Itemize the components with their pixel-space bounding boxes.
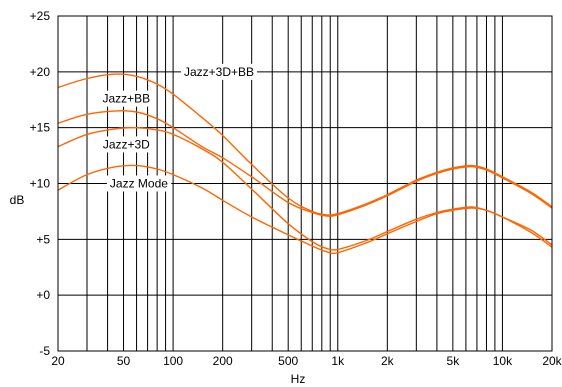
- series-line: [57, 73, 553, 216]
- tick-labels: -5 +0 +5 +10 +15 +20 +25 20 50 100 200 500 1k 2k 5k 10k…: [30, 9, 562, 368]
- y-axis-label: dB: [10, 193, 25, 207]
- x-tick-label: 20k: [542, 354, 562, 368]
- x-tick-label: 10k: [493, 354, 513, 368]
- x-tick-label: 1k: [331, 354, 345, 368]
- y-tick-label: +25: [30, 9, 51, 23]
- x-tick-label: 100: [163, 354, 183, 368]
- curve-label: Jazz+BB: [102, 92, 150, 106]
- y-tick-label: +20: [30, 65, 51, 79]
- x-tick-label: 20: [51, 354, 65, 368]
- curve-labels: Jazz+3D+BB Jazz+BB Jazz+3D Jazz Mode: [99, 63, 258, 192]
- series-line: [57, 164, 553, 255]
- x-tick-label: 50: [117, 354, 131, 368]
- plot-frame: [57, 15, 553, 352]
- series-line: [57, 110, 553, 217]
- curve-label: Jazz+3D+BB: [184, 65, 254, 79]
- series-line: [57, 126, 553, 251]
- curve-label: Jazz Mode: [110, 177, 168, 191]
- grid: [58, 16, 552, 351]
- x-tick-label: 200: [213, 354, 233, 368]
- curve-label-background: [106, 175, 172, 192]
- curve-label-background: [180, 63, 258, 80]
- curve-label-background: [99, 136, 154, 153]
- curves: [57, 73, 553, 255]
- y-tick-label: -5: [39, 344, 50, 358]
- curve-label-background: [99, 90, 154, 107]
- y-tick-label: +10: [30, 177, 51, 191]
- x-axis-label: Hz: [291, 372, 306, 386]
- y-tick-label: +15: [30, 121, 51, 135]
- x-tick-label: 2k: [381, 354, 395, 368]
- curve-label: Jazz+3D: [103, 137, 150, 151]
- y-tick-label: +0: [36, 288, 50, 302]
- y-tick-label: +5: [36, 232, 50, 246]
- x-tick-label: 5k: [447, 354, 461, 368]
- x-tick-label: 500: [278, 354, 298, 368]
